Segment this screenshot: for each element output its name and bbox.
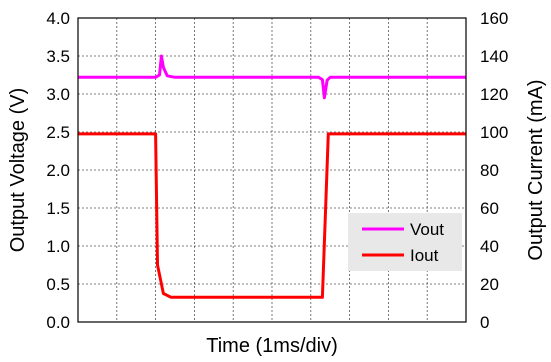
legend-label-vout: Vout [410,220,444,239]
left-y-tick-label: 2.5 [46,123,70,142]
series-layer [78,54,466,299]
left-y-tick-label: 0.5 [46,275,70,294]
right-y-tick-label: 100 [480,123,508,142]
right-y-tick-label: 20 [480,275,499,294]
right-y-tick-label: 140 [480,47,508,66]
plot-frame [77,17,467,323]
left-y-tick-label: 1.0 [46,237,70,256]
left-y-tick-label: 1.5 [46,199,70,218]
left-y-tick-label: 2.0 [46,161,70,180]
series-line-iout [78,132,466,299]
x-axis-title: Time (1ms/div) [206,335,337,357]
grid [78,18,466,322]
right-y-tick-label: 0 [480,313,489,332]
right-y-tick-label: 120 [480,85,508,104]
left-y-tick-labels: 0.0 0.5 1.0 1.5 2.0 2.5 3.0 3.5 4.0 [46,9,70,332]
left-y-tick-label: 0.0 [46,313,70,332]
legend-background [348,213,462,271]
right-y-axis-title: Output Current (mA) [525,79,547,260]
left-y-axis-title: Output Voltage (V) [7,88,29,253]
left-y-tick-label: 4.0 [46,9,70,28]
legend: Vout Iout [348,213,462,271]
series-line-vout [78,54,466,100]
right-y-tick-label: 160 [480,9,508,28]
left-y-tick-label: 3.0 [46,85,70,104]
right-y-tick-label: 40 [480,237,499,256]
right-y-tick-label: 80 [480,161,499,180]
right-y-tick-labels: 0 20 40 60 80 100 120 140 160 [480,9,508,332]
left-y-tick-label: 3.5 [46,47,70,66]
right-y-tick-label: 60 [480,199,499,218]
legend-label-iout: Iout [410,246,439,265]
